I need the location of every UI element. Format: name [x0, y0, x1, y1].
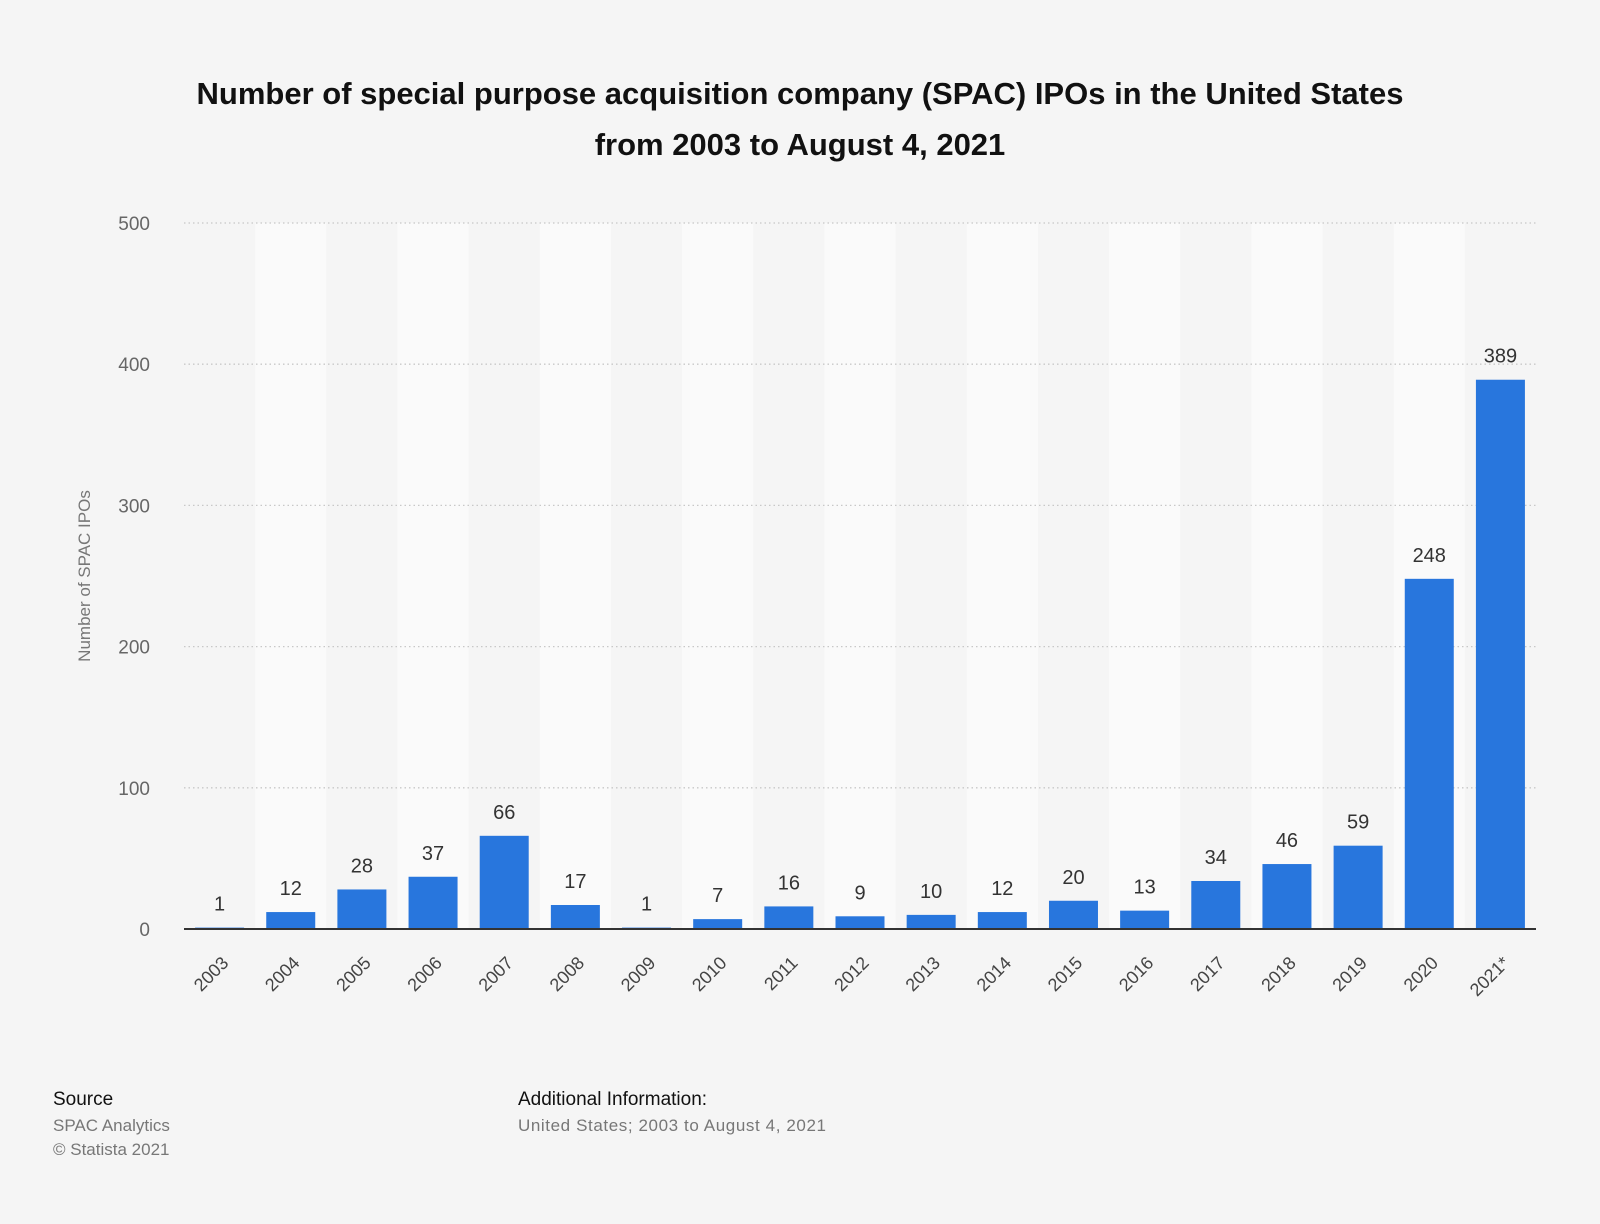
data-label: 46 — [1276, 830, 1298, 852]
data-label: 37 — [422, 843, 444, 865]
bar — [693, 919, 743, 929]
bar — [1191, 880, 1241, 929]
bar — [1120, 910, 1170, 929]
additional-info-text: United States; 2003 to August 4, 2021 — [518, 1116, 827, 1135]
x-tick-label: 2013 — [902, 953, 944, 995]
x-tick-label: 2009 — [617, 953, 659, 995]
data-label: 17 — [564, 871, 586, 893]
bar — [550, 904, 600, 929]
data-label: 12 — [991, 878, 1013, 900]
copyright: © Statista 2021 — [53, 1140, 170, 1159]
bar — [764, 906, 814, 929]
y-tick-label: 0 — [139, 920, 150, 941]
x-tick-label: 2006 — [403, 953, 445, 995]
x-tick-label: 2015 — [1044, 953, 1086, 995]
column-stripe — [255, 223, 327, 929]
additional-info-heading[interactable]: Additional Information: — [518, 1089, 708, 1110]
column-stripe — [539, 223, 611, 929]
y-tick-label: 400 — [118, 355, 150, 376]
data-label: 7 — [712, 885, 723, 907]
x-tick-label: 2014 — [973, 953, 1015, 995]
column-stripe — [1251, 223, 1323, 929]
x-tick-label: 2004 — [261, 953, 303, 995]
data-label: 28 — [351, 855, 373, 877]
chart-title-line-1: Number of special purpose acquisition co… — [196, 76, 1404, 111]
x-tick-label: 2017 — [1186, 953, 1228, 995]
x-tick-label: 2011 — [760, 953, 802, 995]
bar — [1404, 578, 1454, 929]
data-label: 66 — [493, 802, 515, 824]
bar — [337, 889, 387, 929]
x-tick-label: 2019 — [1328, 953, 1370, 995]
column-stripe — [1109, 223, 1181, 929]
data-label: 389 — [1484, 346, 1517, 368]
chart-title-line-2: from 2003 to August 4, 2021 — [594, 127, 1006, 162]
data-label: 59 — [1347, 812, 1369, 834]
bar — [1333, 845, 1383, 929]
bar — [479, 835, 529, 929]
x-tick-label: 2008 — [546, 953, 588, 995]
bar — [408, 876, 458, 929]
column-stripe — [397, 223, 469, 929]
column-stripe — [824, 223, 896, 929]
bar — [835, 916, 885, 929]
bar — [1262, 864, 1312, 929]
chart-title: Number of special purpose acquisition co… — [0, 68, 1600, 170]
data-label: 10 — [920, 881, 942, 903]
bar — [1475, 379, 1525, 929]
y-tick-label: 300 — [118, 496, 150, 517]
data-label: 1 — [641, 894, 652, 916]
column-stripe — [966, 223, 1038, 929]
x-tick-label: 2020 — [1400, 953, 1442, 995]
source-name[interactable]: SPAC Analytics — [53, 1116, 170, 1135]
x-tick-label: 2007 — [475, 953, 517, 995]
source-heading: Source — [53, 1089, 114, 1110]
data-label: 20 — [1062, 867, 1084, 889]
x-tick-label: 2018 — [1257, 953, 1299, 995]
column-stripe — [682, 223, 754, 929]
x-tick-label: 2021* — [1466, 953, 1513, 1000]
bar — [977, 912, 1027, 929]
bar — [1048, 900, 1098, 929]
y-tick-label: 100 — [118, 779, 150, 800]
bar — [906, 914, 956, 929]
x-tick-label: 2003 — [190, 953, 232, 995]
x-tick-label: 2005 — [332, 953, 374, 995]
y-tick-label: 200 — [118, 638, 150, 659]
data-label: 12 — [280, 878, 302, 900]
x-tick-label: 2012 — [830, 953, 872, 995]
data-label: 13 — [1134, 877, 1156, 899]
data-label: 248 — [1413, 545, 1446, 567]
bar — [266, 912, 316, 929]
y-tick-label: 500 — [118, 214, 150, 235]
data-label: 16 — [778, 872, 800, 894]
data-label: 1 — [214, 894, 225, 916]
y-axis-label: Number of SPAC IPOs — [75, 490, 94, 662]
x-tick-label: 2016 — [1115, 953, 1157, 995]
data-label: 34 — [1205, 847, 1227, 869]
x-tick-label: 2010 — [688, 953, 730, 995]
data-label: 9 — [854, 882, 865, 904]
